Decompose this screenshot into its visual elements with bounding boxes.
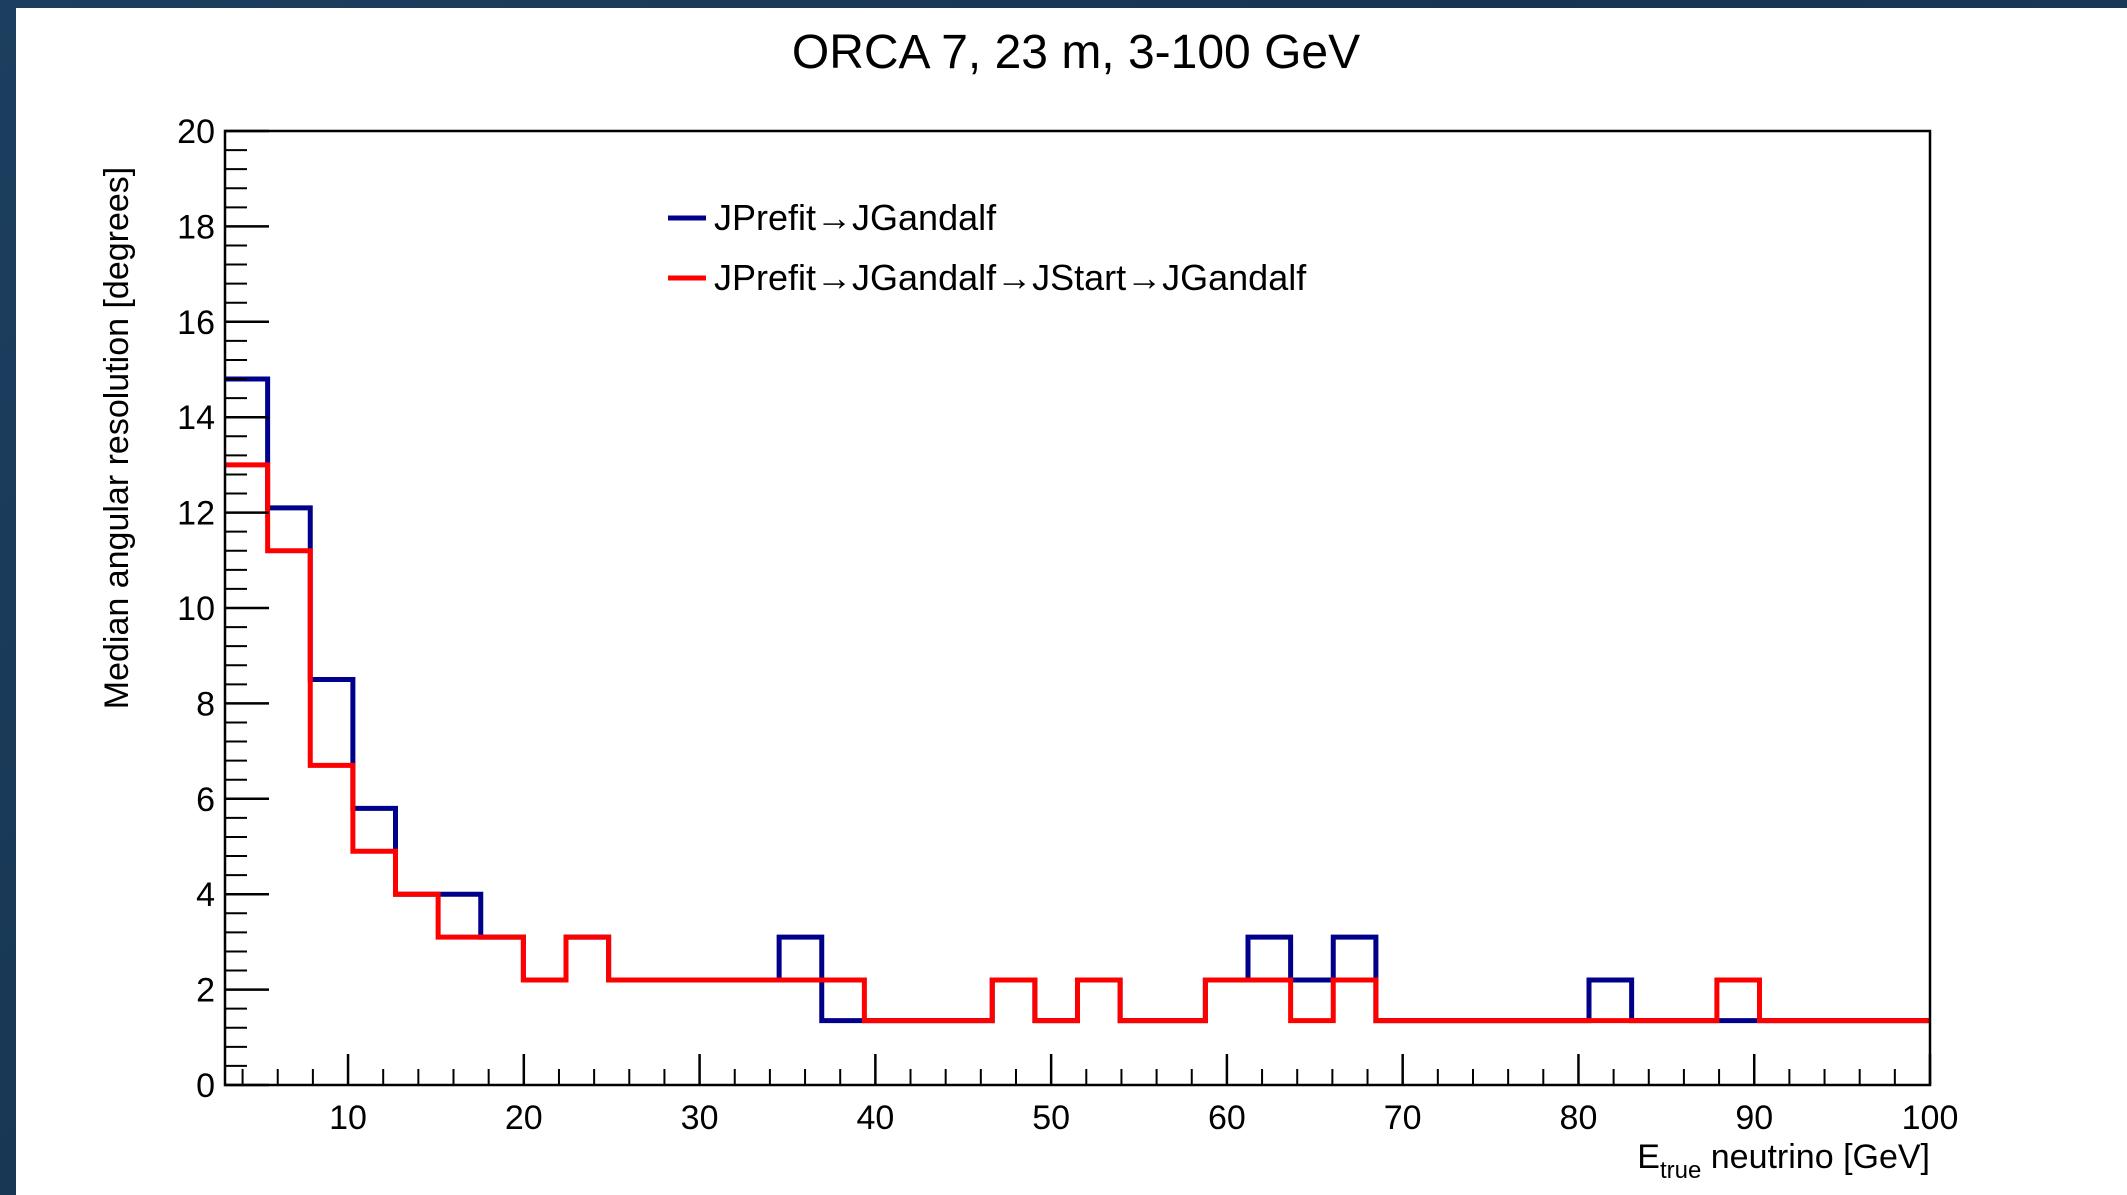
x-axis-label-rest: neutrino [GeV] xyxy=(1701,1138,1930,1176)
chart-panel: ORCA 7, 23 m, 3-100 GeV Median angular r… xyxy=(16,8,2127,1195)
y-tick-label: 6 xyxy=(196,781,215,819)
x-tick-label: 20 xyxy=(505,1099,543,1137)
histogram-chart: ORCA 7, 23 m, 3-100 GeV Median angular r… xyxy=(98,26,1958,1184)
x-tick-label: 70 xyxy=(1384,1099,1422,1137)
x-axis-label-subscript: true xyxy=(1660,1157,1701,1184)
y-tick-label: 12 xyxy=(177,495,215,533)
x-tick-label: 10 xyxy=(329,1099,367,1137)
chart-title: ORCA 7, 23 m, 3-100 GeV xyxy=(792,26,1360,79)
x-tick-label: 80 xyxy=(1560,1099,1598,1137)
y-tick-label: 20 xyxy=(177,113,215,151)
x-tick-label: 30 xyxy=(681,1099,719,1137)
x-tick-label: 100 xyxy=(1902,1099,1959,1137)
x-axis-label: Etrue neutrino [GeV] xyxy=(1637,1138,1930,1184)
x-tick-label: 90 xyxy=(1735,1099,1773,1137)
y-tick-label: 8 xyxy=(196,685,215,723)
x-tick-label: 50 xyxy=(1032,1099,1070,1137)
y-tick-label: 14 xyxy=(177,399,215,437)
x-axis-label-main: E xyxy=(1637,1138,1660,1176)
series-line-2 xyxy=(225,462,1930,1024)
y-tick-label: 10 xyxy=(177,590,215,628)
series-line-1 xyxy=(225,376,1930,1024)
y-tick-label: 16 xyxy=(177,304,215,342)
ticks-layer: 0 2 4 6 8 10 12 14 16 18 20 10 20 30 40 50 60 70 80 90 100 xyxy=(177,113,1958,1137)
y-tick-label: 4 xyxy=(196,876,215,914)
legend: JPrefit→JGandalf JPrefit→JGandalf→JStart→… xyxy=(668,197,1307,298)
y-tick-label: 18 xyxy=(177,208,215,246)
y-tick-label: 2 xyxy=(196,972,215,1010)
legend-label-2: JPrefit→JGandalf→JStart→JGandalf xyxy=(714,257,1307,298)
y-tick-label: 0 xyxy=(196,1067,215,1105)
x-tick-label: 60 xyxy=(1208,1099,1246,1137)
y-axis-label: Median angular resolution [degrees] xyxy=(98,167,136,709)
series-layer xyxy=(225,376,1930,1024)
x-tick-label: 40 xyxy=(856,1099,894,1137)
legend-label-1: JPrefit→JGandalf xyxy=(714,197,997,238)
